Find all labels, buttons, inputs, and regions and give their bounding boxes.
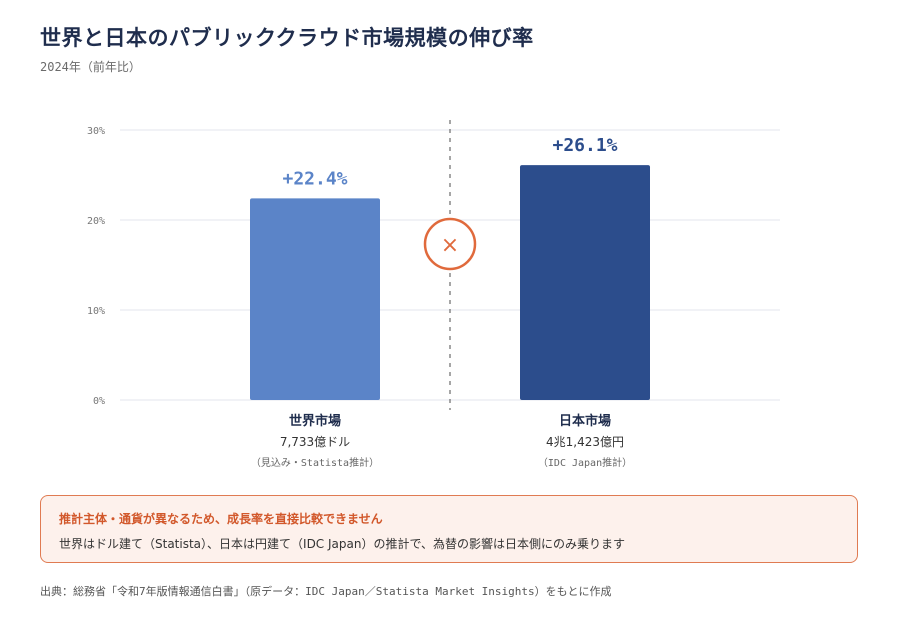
chart-title: 世界と日本のパブリッククラウド市場規模の伸び率 — [40, 26, 534, 50]
warning-notice: 推計主体・通貨が異なるため、成長率を直接比較できません 世界はドル建て（Stat… — [40, 495, 858, 563]
y-tick-label: 0% — [93, 396, 105, 407]
category-label: 日本市場 — [559, 413, 611, 429]
bar — [520, 165, 650, 400]
bar — [250, 198, 380, 400]
market-size-label: 4兆1,423億円 — [546, 435, 624, 449]
y-tick-label: 20% — [87, 216, 105, 227]
y-tick-label: 10% — [87, 306, 105, 317]
market-size-label: 7,733億ドル — [280, 435, 350, 449]
chart-subtitle: 2024年（前年比） — [40, 60, 141, 74]
data-label: +22.4% — [282, 168, 347, 189]
bar-chart: 0% 10% 20% 30% +22.4% 世界市場 7,733億ドル （見込み・Statis… — [87, 120, 780, 469]
notice-body: 世界はドル建て（Statista）、日本は円建て（IDC Japan）の推計で、… — [59, 537, 625, 551]
notice-heading: 推計主体・通貨が異なるため、成長率を直接比較できません — [59, 512, 383, 526]
data-label: +26.1% — [552, 135, 617, 156]
source-footnote: 出典：総務省「令和7年版情報通信白書」（原データ：IDC Japan／Stati… — [40, 585, 612, 598]
source-note-label: （IDC Japan推計） — [538, 456, 632, 469]
category-label: 世界市場 — [289, 413, 341, 429]
not-comparable-circle — [423, 217, 477, 271]
not-comparable-icon: × — [441, 233, 459, 258]
source-note-label: （見込み・Statista推計） — [251, 456, 379, 469]
y-tick-label: 30% — [87, 126, 105, 137]
